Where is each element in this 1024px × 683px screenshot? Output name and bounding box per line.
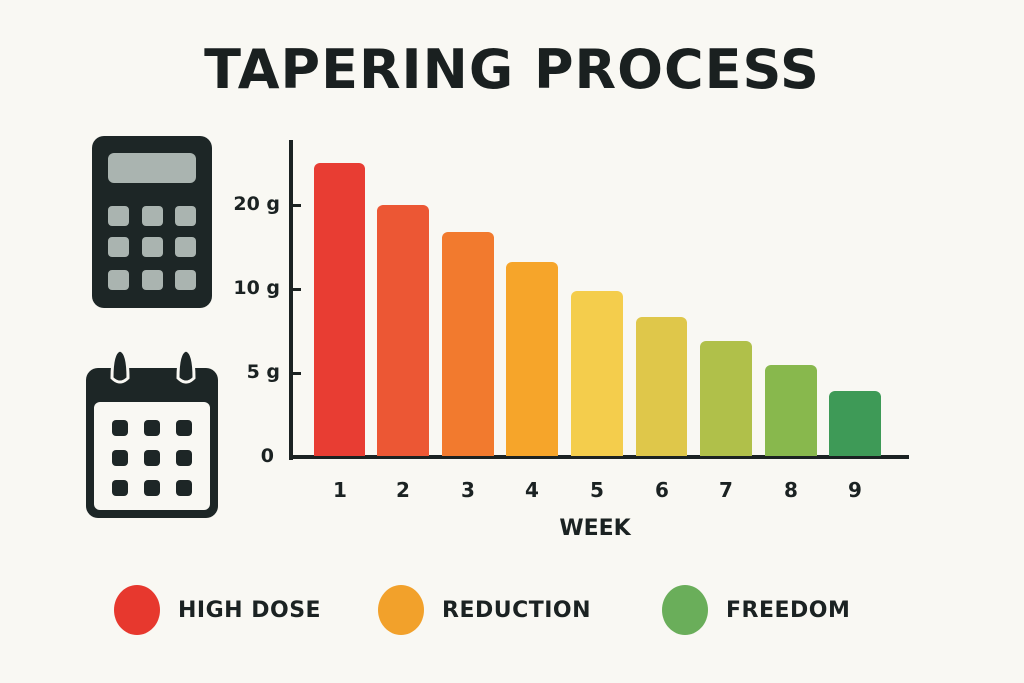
x-tick-label: 7 [719,478,733,502]
legend-item-reduction: REDUCTION [378,585,592,635]
x-tick-label: 5 [590,478,604,502]
x-tick-label: 6 [655,478,669,502]
y-tick-label: 5 g [246,361,280,383]
calculator-screen [108,153,196,183]
legend-label: REDUCTION [442,597,592,623]
legend-swatch-orange [378,585,424,635]
legend-item-freedom: FREEDOM [662,585,851,635]
calculator-key [142,237,163,257]
bar-week-5 [571,291,623,456]
y-tick-mark [289,204,301,207]
x-tick-label: 3 [461,478,475,502]
calculator-key [108,237,129,257]
bar-week-1 [314,163,365,456]
y-tick-mark [289,372,301,375]
x-tick-label: 9 [848,478,862,502]
bar-week-9 [829,391,881,456]
calculator-key [175,270,196,290]
x-tick-label: 4 [525,478,539,502]
x-tick-label: 8 [784,478,798,502]
calendar-icon [86,348,218,518]
y-tick-label: 10 g [233,277,280,299]
bar-week-7 [700,341,752,456]
calculator-key [175,237,196,257]
x-axis [289,455,909,459]
legend-label: HIGH DOSE [178,597,322,623]
legend-item-high-dose: HIGH DOSE [114,585,322,635]
bar-week-3 [442,232,494,456]
y-axis [289,140,293,460]
bar-week-8 [765,365,817,456]
calculator-key [108,270,129,290]
page-title: TAPERING PROCESS [204,38,820,101]
legend-swatch-red [114,585,160,635]
y-tick-label: 0 [260,445,274,467]
calculator-key [108,206,129,226]
calculator-icon [92,136,212,308]
legend-label: FREEDOM [726,597,851,623]
calculator-key [142,270,163,290]
bar-week-6 [636,317,687,456]
calculator-key [175,206,196,226]
x-tick-label: 2 [396,478,410,502]
y-tick-mark [289,288,301,291]
calculator-key [142,206,163,226]
y-tick-label: 20 g [233,193,280,215]
bar-week-2 [377,205,429,456]
x-axis-title: WEEK [559,516,631,541]
bar-week-4 [506,262,558,456]
x-tick-label: 1 [333,478,347,502]
legend-swatch-green [662,585,708,635]
